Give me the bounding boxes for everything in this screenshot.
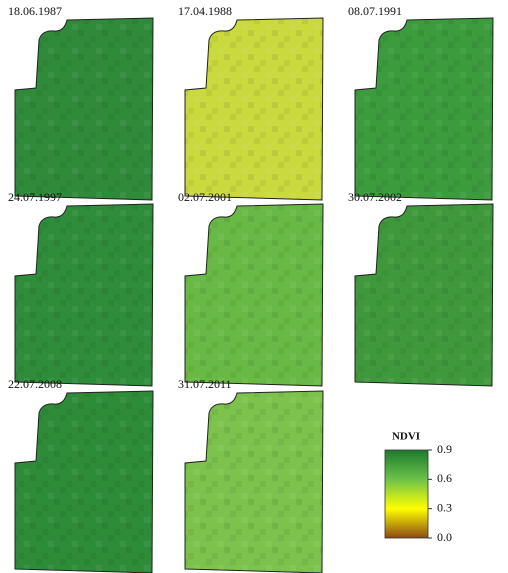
- legend-title: NDVI: [392, 431, 420, 443]
- legend-tick-label: 0.9: [437, 442, 452, 456]
- legend-tick-label: 0.6: [437, 471, 452, 485]
- field-map: [184, 203, 324, 387]
- field-map: [184, 17, 324, 201]
- field-texture: [185, 391, 323, 573]
- field-texture: [185, 204, 323, 386]
- field-map: [184, 390, 324, 573]
- panel-date: 24.07.1997: [8, 190, 62, 204]
- colorbar: [384, 449, 429, 539]
- field-map: [354, 203, 494, 387]
- panel-date: 18.06.1987: [8, 4, 62, 18]
- field-texture: [15, 204, 153, 386]
- field-texture: [15, 18, 153, 200]
- panel-date: 17.04.1988: [178, 4, 232, 18]
- field-texture: [185, 18, 323, 200]
- legend-tick-label: 0.0: [437, 530, 452, 544]
- field-map: [354, 17, 494, 201]
- field-map: [14, 203, 154, 387]
- field-map: [14, 390, 154, 573]
- field-texture: [355, 18, 493, 200]
- panel-date: 30.07.2002: [348, 190, 402, 204]
- field-texture: [355, 204, 493, 386]
- field-map: [14, 17, 154, 201]
- legend-tick-label: 0.3: [437, 500, 452, 514]
- panel-date: 02.07.2001: [178, 190, 232, 204]
- panel-date: 08.07.1991: [348, 4, 402, 18]
- field-texture: [15, 391, 153, 573]
- panel-date: 22.07.2008: [8, 377, 62, 391]
- panel-date: 31.07.2011: [178, 377, 232, 391]
